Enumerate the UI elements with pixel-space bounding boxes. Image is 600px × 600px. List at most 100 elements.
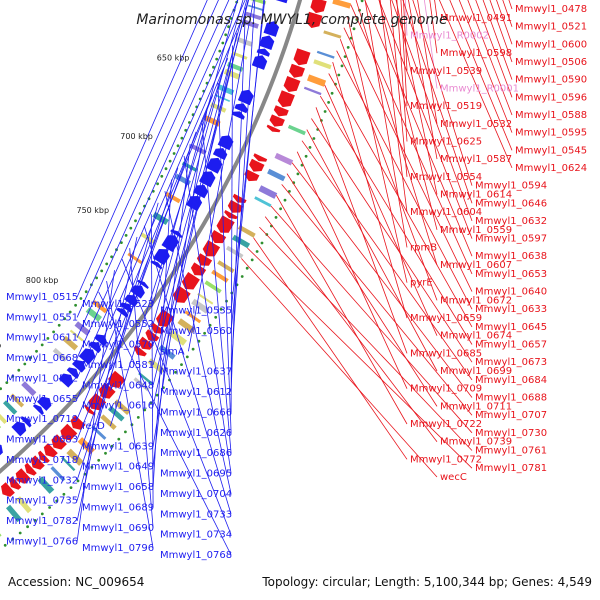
gene-arrow	[72, 359, 86, 373]
feature-dot	[176, 144, 180, 148]
gene-arrow	[234, 103, 248, 114]
reverse-gene-label: Mmwyl1_0782	[6, 516, 78, 527]
feature-dot	[63, 317, 67, 321]
feature-dot	[23, 362, 27, 366]
cog-stripe	[242, 19, 259, 29]
feature-dot	[250, 258, 254, 262]
reverse-leader-line	[230, 45, 233, 413]
cog-stripe	[191, 298, 210, 314]
forward-gene-label: Mmwyl1_0594	[475, 181, 547, 192]
cog-stripe	[74, 321, 91, 336]
gene-arrow	[1, 482, 15, 497]
cog-stripe	[313, 59, 332, 70]
cog-stripe	[184, 310, 202, 324]
feature-dot	[62, 492, 66, 496]
feature-dot	[110, 444, 114, 448]
reverse-gene-label: Mmwyl1_0668	[6, 353, 78, 364]
reverse-leader-line	[98, 291, 232, 556]
forward-gene-label: Mmwyl1_0632	[475, 216, 547, 227]
forward-gene-label: Mmwyl1_0521	[515, 22, 587, 33]
gene-arrow	[231, 111, 245, 120]
cog-stripe	[316, 50, 335, 59]
feature-dot	[57, 323, 61, 327]
feature-dot	[84, 290, 88, 294]
forward-leader-line	[275, 195, 408, 425]
reverse-gene-label: Mmwyl1_0648	[82, 380, 154, 391]
reverse-leader-line	[150, 214, 154, 508]
reverse-gene-label: Mmwyl1_0639	[82, 441, 154, 452]
cog-stripe	[332, 0, 351, 9]
feature-dot	[279, 207, 282, 211]
feature-dot	[304, 154, 308, 158]
forward-leader-line	[438, 0, 513, 169]
forward-leader-line	[259, 226, 473, 451]
feature-dot	[97, 458, 101, 462]
forward-leader-line	[319, 95, 473, 345]
feature-dot	[117, 437, 121, 441]
gene-arrow	[108, 370, 126, 388]
forward-leader-line	[253, 237, 408, 460]
cog-stripe	[190, 144, 207, 155]
forward-gene-label: Mmwyl1_0684	[475, 375, 547, 386]
feature-dot	[0, 387, 2, 391]
forward-leader-line	[449, 0, 513, 151]
reverse-gene-label: Mmwyl1_0719	[6, 414, 78, 425]
reverse-leader-line	[152, 0, 238, 304]
feature-dot	[29, 356, 32, 360]
cog-stripe	[6, 504, 22, 523]
reverse-gene-label: Mmwyl1_0768	[160, 550, 232, 561]
reverse-gene-label: Mmwyl1_0690	[82, 523, 154, 534]
gene-arrow	[181, 272, 200, 290]
feature-dot	[346, 46, 350, 49]
feature-dot	[40, 512, 44, 516]
gene-arrow	[190, 262, 207, 276]
feature-dot	[124, 234, 128, 237]
feature-dot	[337, 73, 341, 77]
cog-stripe	[267, 168, 286, 182]
reverse-leader-line	[76, 0, 219, 318]
gene-arrow	[273, 105, 289, 117]
forward-gene-label: Mmwyl1_0624	[515, 163, 587, 174]
feature-dot	[260, 241, 264, 245]
gene-arrow	[30, 455, 45, 470]
gene-arrow	[38, 450, 50, 463]
feature-dot	[68, 310, 72, 314]
forward-gene-label: Mmwyl1_0491	[440, 13, 512, 24]
feature-dot	[79, 297, 83, 300]
feature-dot	[138, 212, 142, 215]
feature-dot	[129, 226, 133, 230]
forward-gene-label: Mmwyl1_0674	[440, 331, 512, 342]
reverse-gene-label: Mmwyl1_0683	[6, 435, 78, 446]
cog-stripe	[37, 476, 55, 494]
feature-dot	[219, 307, 223, 311]
genome-backbone	[0, 0, 302, 474]
reverse-leader-line	[76, 270, 115, 542]
feature-dot	[33, 519, 37, 522]
forward-gene-label: Mmwyl1_0595	[515, 128, 587, 139]
feature-dot	[352, 27, 356, 31]
feature-dot	[149, 401, 153, 404]
cog-stripe	[211, 269, 229, 283]
reverse-leader-line	[183, 155, 232, 474]
reverse-leader-line	[76, 0, 230, 338]
forward-gene-label: Mmwyl1_0699	[440, 366, 512, 377]
gene-arrow	[0, 444, 3, 456]
feature-dot	[26, 525, 29, 529]
reverse-gene-label: fecD	[82, 421, 105, 432]
forward-gene-label: Mmwyl1_0545	[515, 145, 587, 156]
feature-dot	[221, 41, 225, 45]
cog-stripe	[247, 4, 264, 12]
feature-dot	[110, 255, 113, 259]
feature-dot	[330, 91, 334, 95]
reverse-gene-label: Mmwyl1_0581	[82, 360, 154, 371]
cog-stripe	[0, 413, 8, 424]
feature-dot	[17, 368, 21, 372]
cog-stripe	[127, 252, 143, 264]
forward-gene-label: Mmwyl1_R0002	[410, 31, 489, 42]
cog-stripe	[21, 381, 37, 397]
forward-leader-line	[364, 0, 408, 248]
feature-dot	[312, 137, 316, 140]
forward-gene-label: Mmwyl1_0559	[440, 225, 512, 236]
forward-gene-label: Mmwyl1_0588	[515, 110, 587, 121]
